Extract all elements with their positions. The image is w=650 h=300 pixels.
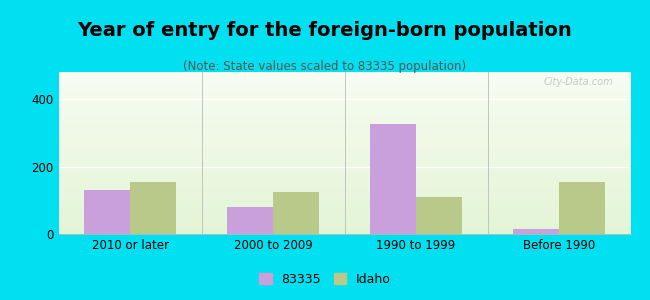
Text: City-Data.com: City-Data.com [543, 77, 614, 87]
Legend: 83335, Idaho: 83335, Idaho [254, 268, 396, 291]
Bar [273, 192, 318, 234]
Bar [130, 182, 176, 234]
Text: Year of entry for the foreign-born population: Year of entry for the foreign-born popul… [77, 21, 573, 40]
Bar [84, 190, 130, 234]
Bar [227, 207, 273, 234]
Bar [559, 182, 604, 234]
Text: (Note: State values scaled to 83335 population): (Note: State values scaled to 83335 popu… [183, 60, 467, 73]
Bar [514, 229, 559, 234]
Bar [416, 197, 462, 234]
Bar [370, 124, 416, 234]
